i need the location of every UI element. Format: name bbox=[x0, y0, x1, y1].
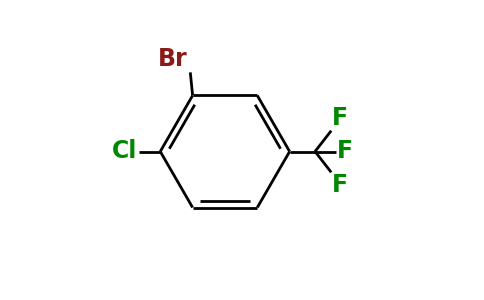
Text: Cl: Cl bbox=[112, 140, 137, 164]
Text: F: F bbox=[337, 140, 353, 164]
Text: Br: Br bbox=[158, 47, 188, 71]
Text: F: F bbox=[333, 173, 348, 197]
Text: F: F bbox=[333, 106, 348, 130]
